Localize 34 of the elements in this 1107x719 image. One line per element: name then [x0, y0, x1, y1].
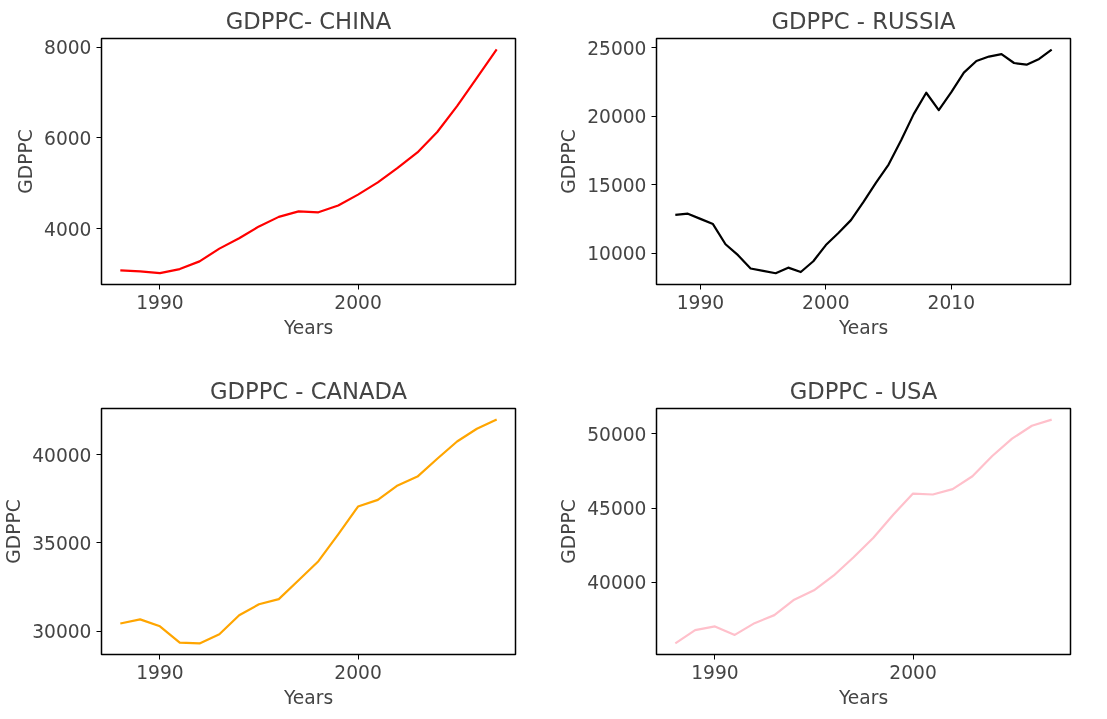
chart-title: GDPPC - USA — [789, 377, 938, 404]
x-tick-label: 2000 — [334, 661, 382, 683]
y-tick-label: 40000 — [587, 572, 647, 594]
y-tick-label: 45000 — [587, 498, 647, 520]
x-tick-label: 2000 — [889, 661, 937, 683]
x-axis-title: Years — [282, 686, 334, 708]
x-tick-label: 1990 — [691, 661, 739, 683]
y-tick-label: 50000 — [587, 423, 647, 445]
x-axis-title: Years — [837, 686, 889, 708]
x-tick-label: 1990 — [136, 291, 184, 313]
y-tick-label: 35000 — [32, 532, 92, 554]
x-tick-label: 2000 — [334, 291, 382, 313]
x-axis-title: Years — [837, 316, 889, 338]
y-tick-label: 40000 — [32, 444, 92, 466]
y-tick-label: 30000 — [32, 621, 92, 643]
y-tick-label: 25000 — [587, 37, 647, 59]
y-tick-label: 10000 — [587, 243, 647, 265]
x-tick-label: 1990 — [676, 291, 725, 313]
chart-title: GDPPC - CANADA — [209, 377, 408, 404]
y-tick-label: 20000 — [587, 106, 647, 128]
x-tick-label: 2000 — [802, 291, 850, 313]
x-axis-title: Years — [282, 316, 334, 338]
y-axis-title: GDPPC — [558, 499, 580, 564]
x-tick-label: 1990 — [136, 661, 184, 683]
y-tick-label: 4000 — [44, 218, 92, 240]
chart-title: GDPPC - RUSSIA — [771, 7, 956, 34]
y-tick-label: 8000 — [44, 37, 92, 59]
y-axis-title: GDPPC — [15, 129, 37, 194]
x-tick-label: 2010 — [927, 291, 976, 313]
y-tick-label: 15000 — [587, 174, 647, 196]
y-axis-title: GDPPC — [3, 499, 25, 564]
y-tick-label: 6000 — [44, 127, 92, 149]
chart-title: GDPPC- CHINA — [225, 7, 392, 34]
y-axis-title: GDPPC — [558, 129, 580, 194]
